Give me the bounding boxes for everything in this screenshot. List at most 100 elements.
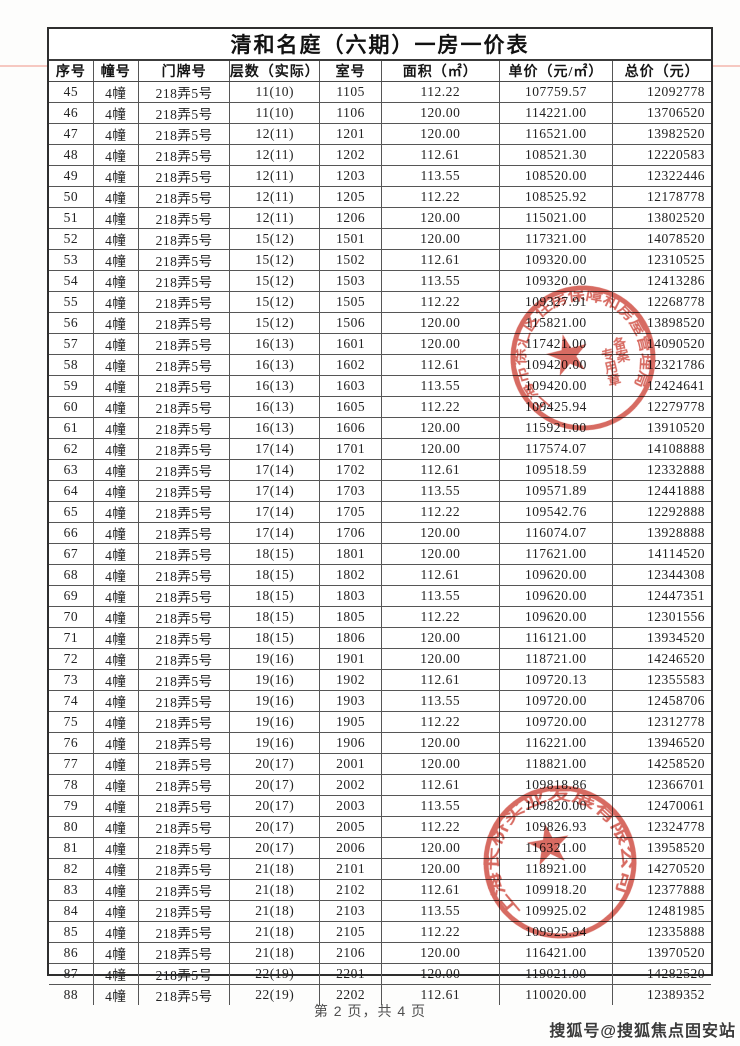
table-cell: 112.22 xyxy=(382,607,500,627)
table-row: 50 4幢 218弄5号 12(11) 1205 112.22 108525.92 12178… xyxy=(49,187,711,208)
table-cell: 4幢 xyxy=(94,334,139,354)
table-cell: 120.00 xyxy=(382,859,500,879)
table-cell: 2106 xyxy=(320,943,382,963)
table-cell: 13982520 xyxy=(647,126,705,141)
table-cell: 21(18) xyxy=(230,922,321,942)
table-cell: 218弄5号 xyxy=(139,670,231,690)
table-cell: 17(14) xyxy=(230,439,321,459)
table-cell: 4幢 xyxy=(94,523,139,543)
table-cell: 12(11) xyxy=(230,145,321,165)
table-cell: 218弄5号 xyxy=(139,544,231,564)
table-cell: 2005 xyxy=(320,817,382,837)
table-cell: 1706 xyxy=(320,523,382,543)
table-cell: 218弄5号 xyxy=(139,250,231,270)
table-cell: 1503 xyxy=(320,271,382,291)
table-cell: 218弄5号 xyxy=(139,796,231,816)
page-number: 第 2 页，共 4 页 xyxy=(313,1003,427,1019)
table-cell: 117621.00 xyxy=(500,544,614,564)
table-cell: 12(11) xyxy=(230,208,321,228)
table-cell: 108525.92 xyxy=(500,187,614,207)
table-cell: 218弄5号 xyxy=(139,124,231,144)
table-title: 清和名庭（六期）一房一价表 xyxy=(49,29,711,61)
table-cell: 13970520 xyxy=(647,945,705,960)
table-cell: 13706520 xyxy=(647,105,705,120)
table-cell: 218弄5号 xyxy=(139,208,231,228)
table-cell: 1502 xyxy=(320,250,382,270)
table-cell: 12322446 xyxy=(647,168,705,183)
table-cell: 1805 xyxy=(320,607,382,627)
table-cell: 109720.00 xyxy=(500,691,614,711)
table-cell: 15(12) xyxy=(230,250,321,270)
table-cell: 12310525 xyxy=(647,252,705,267)
table-cell: 1206 xyxy=(320,208,382,228)
table-row: 53 4幢 218弄5号 15(12) 1502 112.61 109320.00 12310… xyxy=(49,250,711,271)
table-cell: 14108888 xyxy=(647,441,705,456)
table-cell: 108521.30 xyxy=(500,145,614,165)
government-stamp: 上海市徐汇区住房保障和房屋管理局 备案 专用章 xyxy=(495,270,664,431)
table-cell: 12268778 xyxy=(647,294,705,309)
table-cell: 4幢 xyxy=(94,229,139,249)
table-cell: 112.61 xyxy=(382,565,500,585)
table-cell: 12321786 xyxy=(647,357,705,372)
table-cell: 118721.00 xyxy=(500,649,614,669)
table-cell: 13910520 xyxy=(647,420,705,435)
table-row: 64 4幢 218弄5号 17(14) 1703 113.55 109571.89 12441… xyxy=(49,481,711,502)
table-cell: 2105 xyxy=(320,922,382,942)
table-cell: 19(16) xyxy=(230,712,321,732)
table-cell: 11(10) xyxy=(230,82,321,102)
table-cell: 120.00 xyxy=(382,208,500,228)
table-cell: 218弄5号 xyxy=(139,628,231,648)
table-cell: 120.00 xyxy=(382,229,500,249)
table-cell: 218弄5号 xyxy=(139,103,231,123)
table-cell: 15(12) xyxy=(230,313,321,333)
table-cell: 120.00 xyxy=(382,733,500,753)
table-cell: 82 xyxy=(49,859,94,879)
table-cell: 55 xyxy=(49,292,94,312)
table-cell: 218弄5号 xyxy=(139,712,231,732)
table-cell: 120.00 xyxy=(382,754,500,774)
table-cell: 218弄5号 xyxy=(139,460,231,480)
table-cell: 120.00 xyxy=(382,544,500,564)
table-cell: 218弄5号 xyxy=(139,313,231,333)
table-cell: 1702 xyxy=(320,460,382,480)
table-row: 47 4幢 218弄5号 12(11) 1201 120.00 116521.00 13982… xyxy=(49,124,711,145)
table-cell: 116074.07 xyxy=(500,523,614,543)
table-cell: 12344308 xyxy=(647,567,705,582)
table-cell: 218弄5号 xyxy=(139,754,231,774)
table-cell: 19(16) xyxy=(230,691,321,711)
table-row: 72 4幢 218弄5号 19(16) 1901 120.00 118721.00 14246… xyxy=(49,649,711,670)
table-cell: 12413286 xyxy=(647,273,705,288)
table-cell: 4幢 xyxy=(94,208,139,228)
table-cell: 112.22 xyxy=(382,187,500,207)
table-cell: 19(16) xyxy=(230,649,321,669)
table-cell: 120.00 xyxy=(382,439,500,459)
table-cell: 120.00 xyxy=(382,124,500,144)
price-table: 清和名庭（六期）一房一价表 序号 幢号 门牌号 层数（实际） 室号 面积（㎡） 单价（元/㎡… xyxy=(47,27,713,1005)
stamp-ring xyxy=(510,285,656,431)
table-row: 86 4幢 218弄5号 21(18) 2106 120.00 116421.00 13970… xyxy=(49,943,711,964)
table-cell: 15(12) xyxy=(230,292,321,312)
table-cell: 4幢 xyxy=(94,187,139,207)
table-cell: 113.55 xyxy=(382,376,500,396)
table-cell: 4幢 xyxy=(94,670,139,690)
table-cell: 218弄5号 xyxy=(139,565,231,585)
table-cell: 112.61 xyxy=(382,985,500,1005)
table-cell: 86 xyxy=(49,943,94,963)
table-cell: 1203 xyxy=(320,166,382,186)
table-cell: 12355583 xyxy=(647,672,705,687)
table-cell: 53 xyxy=(49,250,94,270)
table-cell: 4幢 xyxy=(94,376,139,396)
table-row: 77 4幢 218弄5号 20(17) 2001 120.00 118821.00 14258… xyxy=(49,754,711,775)
table-cell: 2002 xyxy=(320,775,382,795)
table-cell: 4幢 xyxy=(94,544,139,564)
table-cell: 109720.13 xyxy=(500,670,614,690)
table-cell: 4幢 xyxy=(94,607,139,627)
table-row: 55 4幢 218弄5号 15(12) 1505 112.22 109327.91 12268… xyxy=(49,292,711,313)
table-cell: 120.00 xyxy=(382,334,500,354)
table-cell: 4幢 xyxy=(94,145,139,165)
table-cell: 12470061 xyxy=(647,798,705,813)
stamp-inner-text: 备案 xyxy=(610,335,632,366)
table-cell: 12(11) xyxy=(230,124,321,144)
table-cell: 16(13) xyxy=(230,355,321,375)
table-cell: 12389352 xyxy=(647,987,705,1002)
